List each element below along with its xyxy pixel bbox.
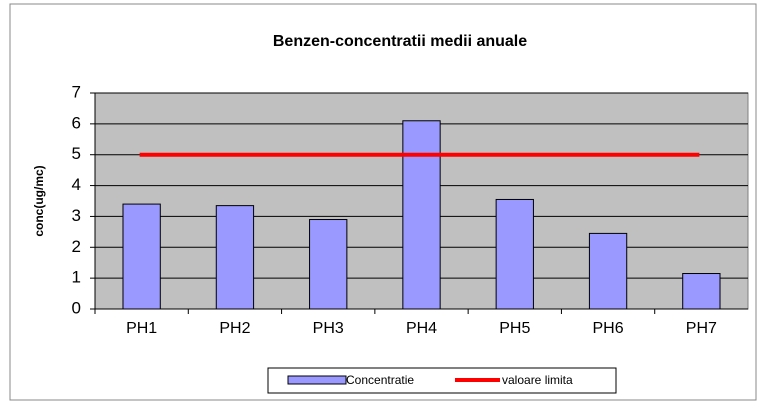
y-tick-label: 6	[72, 113, 81, 132]
x-tick-label: PH2	[219, 320, 250, 337]
x-tick-label: PH7	[686, 320, 717, 337]
bar	[682, 273, 721, 310]
x-tick-label: PH3	[313, 320, 344, 337]
x-tick-label: PH6	[593, 320, 624, 337]
x-tick-label: PH5	[499, 320, 530, 337]
legend-swatch	[287, 375, 347, 385]
bar	[495, 198, 534, 310]
bar	[215, 205, 255, 310]
bar	[402, 120, 441, 310]
y-tick-label: 0	[72, 298, 81, 317]
x-tick-label: PH1	[126, 320, 157, 337]
y-axis-label: conc(ug/mc)	[32, 165, 46, 236]
bar	[588, 232, 628, 310]
y-tick-label: 3	[72, 206, 81, 225]
legend-box	[267, 367, 617, 394]
chart-title: Benzen-concentratii medii anuale	[273, 33, 527, 50]
bar	[309, 219, 348, 310]
legend-label: valoare limita	[502, 373, 573, 387]
y-tick-label: 7	[72, 82, 81, 101]
y-tick-label: 5	[72, 144, 81, 163]
legend-label: Concentratie	[346, 373, 414, 387]
bar	[122, 203, 161, 310]
y-tick-label: 4	[72, 175, 81, 194]
y-tick-label: 2	[72, 237, 81, 256]
y-tick-label: 1	[72, 268, 81, 287]
x-tick-label: PH4	[406, 320, 437, 337]
